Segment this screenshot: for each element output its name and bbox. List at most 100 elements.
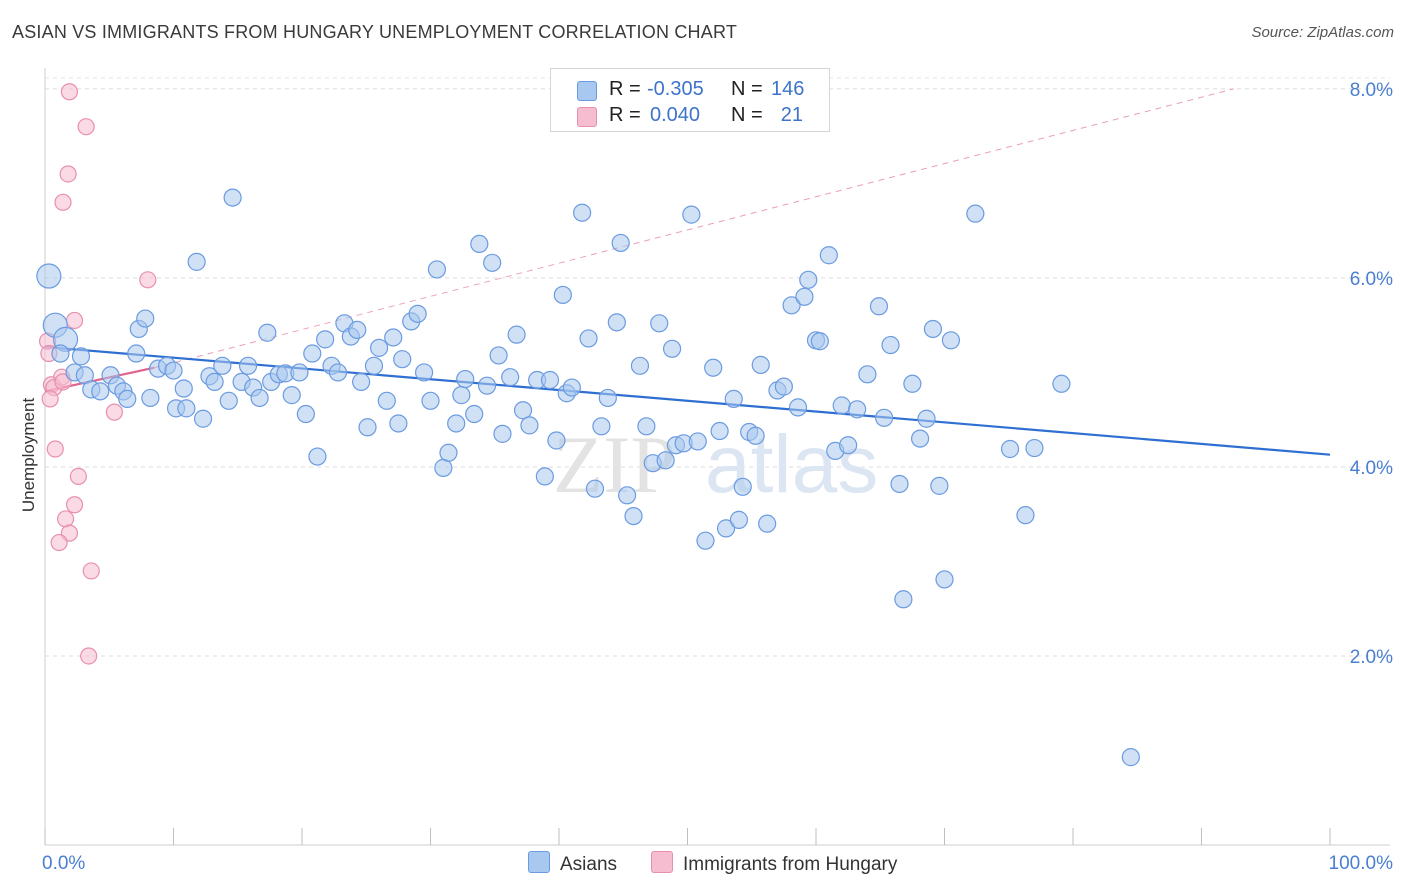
hungary-point — [46, 440, 64, 458]
asians-point — [875, 408, 894, 427]
asians-point — [303, 344, 322, 363]
asians-point — [51, 344, 70, 363]
asians-point — [746, 426, 765, 445]
asians-point — [630, 356, 650, 375]
asians-point — [1121, 748, 1140, 767]
hungary-point — [82, 562, 100, 580]
legend-n-label: N = — [731, 104, 763, 126]
asians-point — [858, 365, 877, 384]
legend-r-value: 0.040 — [650, 104, 701, 126]
asians-point — [118, 389, 137, 409]
asians-point — [316, 330, 335, 349]
asians-point — [758, 514, 777, 533]
asians-point — [127, 344, 146, 363]
asians-point — [716, 519, 736, 538]
hungary-point — [65, 496, 84, 514]
asians-point — [470, 234, 489, 254]
asians-point — [501, 368, 520, 387]
hungary-point — [105, 403, 123, 421]
legend-n-value: 21 — [780, 104, 803, 126]
bottom-legend-label-hungary: Immigrants from Hungary — [683, 854, 898, 875]
asians-point — [650, 314, 669, 333]
y-tick-label: 8.0% — [1350, 80, 1393, 101]
y-tick-label: 4.0% — [1350, 458, 1393, 479]
asians-point — [513, 401, 533, 420]
bottom-legend-hungary[interactable]: Immigrants from Hungary — [651, 851, 897, 876]
asians-point — [598, 388, 617, 408]
legend-row-asians: R = -0.305 N = 146 — [551, 77, 829, 103]
watermark: ZIP atlas — [553, 419, 878, 510]
bottom-legend-asians[interactable]: Asians — [528, 851, 617, 876]
asians-point — [585, 479, 605, 498]
asians-point — [573, 203, 592, 222]
source-label: Source: ZipAtlas.com — [1251, 24, 1394, 41]
legend-swatch-asians — [577, 81, 597, 101]
asians-point — [788, 398, 808, 417]
asians-point — [540, 370, 560, 390]
asians-point — [881, 335, 900, 355]
asians-point — [370, 338, 389, 357]
asians-point — [941, 331, 961, 350]
asians-point — [782, 296, 801, 315]
asians-point — [910, 429, 930, 448]
bottom-legend-swatch-hungary — [651, 851, 673, 873]
asians-point — [935, 570, 954, 589]
asians-point — [193, 409, 213, 428]
asians-point — [774, 377, 793, 396]
hungary-points — [38, 83, 157, 665]
asians-point — [434, 458, 453, 477]
legend-r-value: -0.305 — [647, 78, 704, 100]
asians-point — [869, 297, 889, 316]
asians-point — [1025, 438, 1044, 458]
asians-point — [562, 378, 581, 397]
asians-point — [91, 382, 110, 401]
asians-point — [258, 323, 277, 342]
asians-point — [290, 363, 309, 382]
asians-point — [465, 404, 484, 424]
asians-point — [894, 590, 913, 609]
asians-point — [164, 361, 183, 380]
asians-point — [205, 372, 224, 391]
asians-point — [414, 363, 434, 382]
hungary-point — [54, 373, 72, 391]
asians-point — [141, 388, 160, 408]
legend-row-hungary: R = 0.040 N = 21 — [551, 103, 829, 129]
x-tick-label: 100.0% — [1329, 853, 1394, 874]
asians-point — [71, 347, 91, 366]
stats-legend: R = -0.305 N = 146 R = 0.040 N = 21 — [550, 68, 830, 132]
asians-point — [688, 432, 707, 451]
asians-trend-line — [44, 345, 1331, 456]
asians-point — [427, 260, 447, 279]
asians-point — [447, 414, 466, 433]
asians-point — [799, 270, 818, 289]
y-tick-labels: 2.0% 4.0% 6.0% 8.0% — [1350, 80, 1393, 668]
asians-point — [483, 253, 502, 272]
asians-point — [520, 416, 539, 435]
asians-point — [452, 386, 471, 405]
asians-point — [966, 204, 985, 223]
asians-point — [377, 391, 396, 410]
asians-point — [187, 252, 206, 271]
asians-point — [364, 356, 384, 375]
asians-point — [296, 404, 315, 424]
asians-point — [662, 339, 682, 358]
asians-point — [223, 188, 242, 207]
x-tick-labels: 0.0% 100.0% — [42, 853, 1393, 874]
x-tick-label: 0.0% — [42, 853, 85, 874]
axes — [44, 68, 1390, 846]
hungary-trend-extension — [154, 88, 1234, 369]
legend-r-label: R = — [609, 104, 641, 126]
asians-point — [136, 309, 155, 328]
hungary-point — [65, 311, 84, 330]
legend-n-value: 146 — [771, 78, 805, 100]
asians-point — [439, 443, 458, 462]
asians-point — [592, 417, 611, 436]
asians-point — [930, 476, 949, 495]
legend-n-label: N = — [731, 78, 763, 100]
asians-point — [553, 285, 572, 305]
asians-point — [903, 374, 922, 393]
asians-point — [611, 233, 630, 253]
y-tick-label: 2.0% — [1350, 647, 1393, 668]
hungary-point — [56, 510, 75, 528]
